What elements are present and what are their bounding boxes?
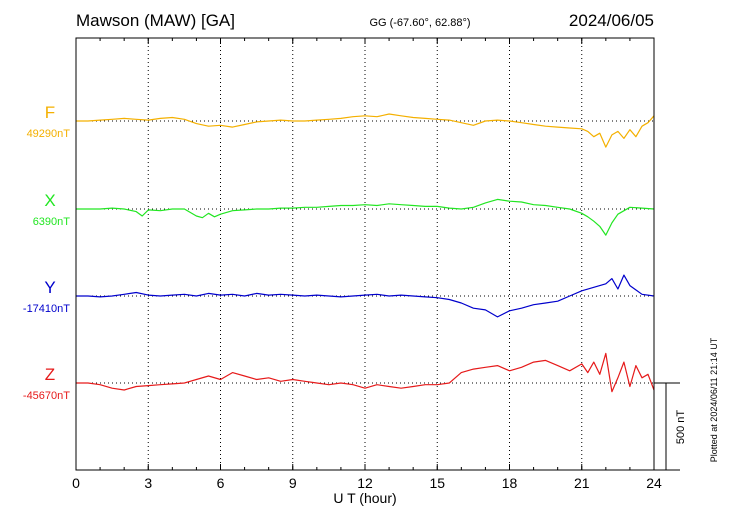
- x-tick-label: 9: [289, 475, 297, 491]
- coordinates-label: GG (-67.60°, 62.88°): [369, 17, 470, 29]
- series-baseline-f: 49290nT: [27, 128, 71, 140]
- x-tick-label: 0: [72, 475, 80, 491]
- x-tick-label: 18: [502, 475, 518, 491]
- series-line-x: [76, 198, 655, 236]
- series-baseline-y: -17410nT: [23, 303, 70, 315]
- series-line-f: [76, 113, 655, 148]
- x-tick-label: 3: [144, 475, 152, 491]
- scale-bar: 500 nT: [654, 382, 687, 471]
- date-label: 2024/06/05: [569, 11, 654, 30]
- series-name-z: Z: [45, 365, 55, 384]
- x-tick-label: 21: [574, 475, 590, 491]
- scale-bar-label: 500 nT: [675, 410, 687, 445]
- station-title: Mawson (MAW) [GA]: [76, 11, 235, 30]
- grid: [147, 38, 583, 470]
- series-name-f: F: [45, 103, 55, 122]
- x-tick-label: 24: [646, 475, 662, 491]
- x-tick-label: 6: [217, 475, 225, 491]
- series-name-y: Y: [44, 278, 55, 297]
- series-layer: F 49290nT X 6390nT Y -17410nT Z -45670nT: [23, 103, 655, 402]
- series-baseline-x: 6390nT: [33, 216, 71, 228]
- series-line-z: [76, 352, 655, 393]
- x-ticks: 0 3 6 9 12 15 18 21 24: [72, 38, 662, 491]
- x-tick-label: 15: [429, 475, 445, 491]
- series-name-x: X: [44, 191, 55, 210]
- series-line-y: [76, 274, 655, 318]
- x-tick-label: 12: [357, 475, 373, 491]
- x-axis-label: U T (hour): [333, 490, 396, 506]
- plotted-at-note: Plotted at 2024/06/11 21:14 UT: [709, 337, 719, 462]
- series-baseline-z: -45670nT: [23, 390, 70, 402]
